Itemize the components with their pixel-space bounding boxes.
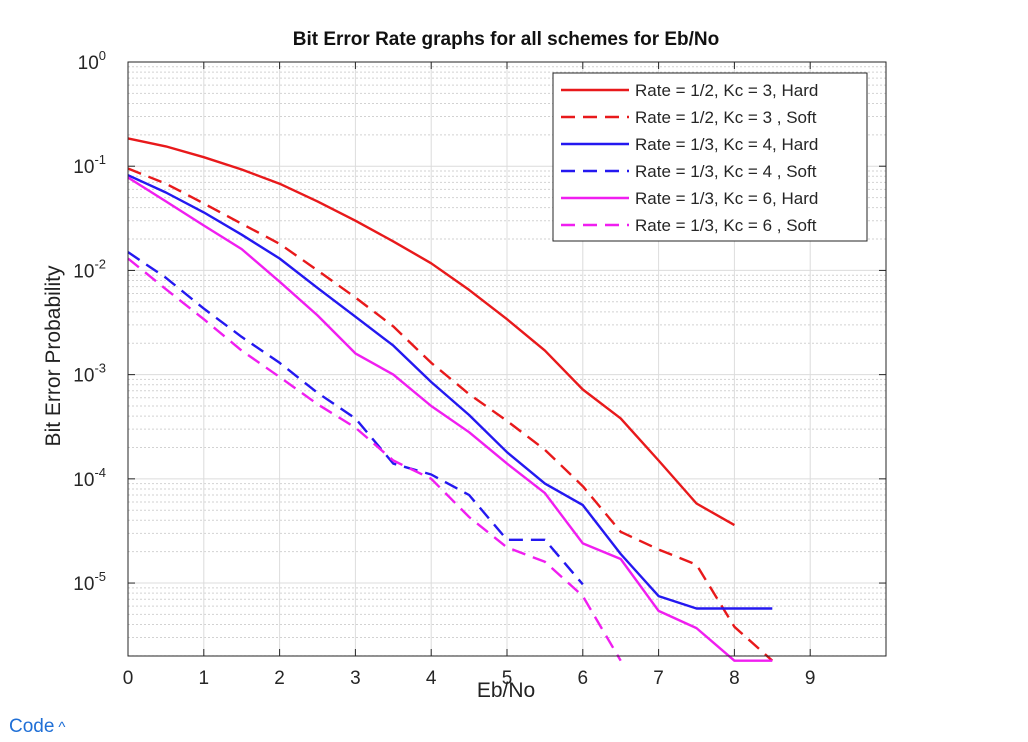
legend-label-2: Rate = 1/2, Kc = 3 , Soft bbox=[635, 108, 817, 127]
x-tick-label: 6 bbox=[578, 668, 589, 689]
y-axis-label: Bit Error Probability bbox=[42, 265, 65, 446]
x-tick-label: 1 bbox=[199, 668, 210, 689]
y-tick-label: 10-1 bbox=[73, 152, 106, 178]
chart-title: Bit Error Rate graphs for all schemes fo… bbox=[293, 29, 720, 50]
y-tick-label: 100 bbox=[78, 48, 106, 74]
legend-label-4: Rate = 1/3, Kc = 4 , Soft bbox=[635, 162, 817, 181]
plot-area: 0 1 2 3 4 5 6 7 8 9 100 10-1 10-2 10-3 10-4 10-5 Rate = … bbox=[73, 48, 887, 689]
legend-label-3: Rate = 1/3, Kc = 4, Hard bbox=[635, 135, 818, 154]
x-tick-label: 9 bbox=[805, 668, 816, 689]
y-tick-label: 10-3 bbox=[73, 361, 106, 387]
x-axis-label: Eb/No bbox=[477, 679, 535, 702]
x-tick-label: 7 bbox=[653, 668, 664, 689]
x-tick-label: 5 bbox=[502, 668, 513, 689]
legend-label-1: Rate = 1/2, Kc = 3, Hard bbox=[635, 81, 818, 100]
x-tick-label: 2 bbox=[274, 668, 285, 689]
x-tick-label: 3 bbox=[350, 668, 361, 689]
x-tick-label: 4 bbox=[426, 668, 437, 689]
series-line-6 bbox=[127, 257, 622, 662]
x-tick-label: 8 bbox=[729, 668, 740, 689]
series-line-2 bbox=[127, 167, 774, 662]
y-tick-label: 10-4 bbox=[73, 465, 106, 491]
chevron-up-icon: ^ bbox=[58, 719, 66, 736]
x-tick-label: 0 bbox=[123, 668, 134, 689]
series-line-4 bbox=[127, 251, 584, 586]
legend-box bbox=[552, 72, 868, 242]
legend-label-5: Rate = 1/3, Kc = 6, Hard bbox=[635, 189, 818, 208]
ber-chart-figure: Bit Error Rate graphs for all schemes fo… bbox=[42, 29, 887, 702]
code-toggle-button[interactable]: Code ^ bbox=[9, 716, 65, 738]
code-toggle-label: Code bbox=[9, 716, 55, 737]
series-line-1 bbox=[127, 137, 735, 527]
legend: Rate = 1/2, Kc = 3, Hard Rate = 1/2, Kc =… bbox=[552, 72, 868, 242]
series-line-5 bbox=[127, 176, 773, 662]
y-tick-label: 10-2 bbox=[73, 256, 106, 282]
legend-label-6: Rate = 1/3, Kc = 6 , Soft bbox=[635, 216, 817, 235]
series-line-3 bbox=[127, 174, 773, 610]
y-tick-label: 10-5 bbox=[73, 569, 106, 595]
